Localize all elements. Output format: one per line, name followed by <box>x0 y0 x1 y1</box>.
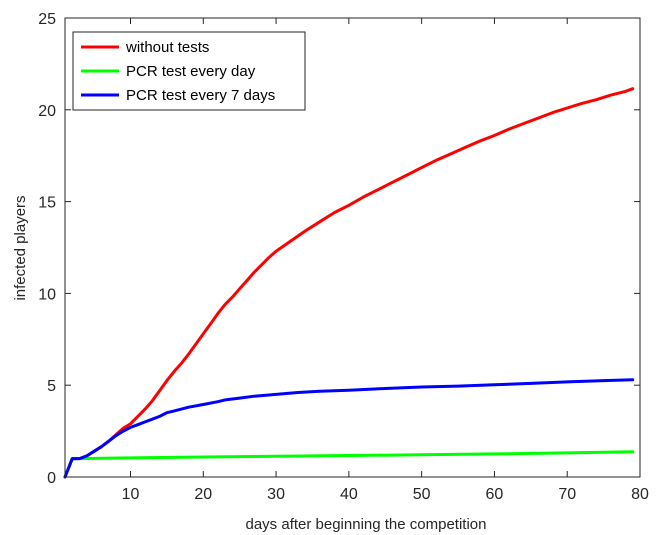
legend-label: without tests <box>125 39 209 56</box>
series-line-1 <box>63 87 635 479</box>
legend: without tests PCR test every day PCR test … <box>72 31 306 111</box>
series-line-3 <box>63 378 635 479</box>
y-tick-label: 20 <box>38 103 56 120</box>
axes: 10 20 30 40 50 60 70 80 0 5 10 15 20 25 <box>38 11 649 503</box>
y-axis-label: infected players <box>12 195 29 300</box>
y-tick-label: 15 <box>38 195 56 212</box>
plot-area <box>63 87 635 479</box>
x-tick-label: 10 <box>122 486 140 503</box>
y-tick-label: 10 <box>38 286 56 303</box>
x-axis-label: days after beginning the competition <box>246 516 487 533</box>
legend-label: PCR test every day <box>126 63 256 80</box>
x-tick-label: 30 <box>267 486 285 503</box>
x-tick-label: 20 <box>194 486 212 503</box>
x-tick-label: 50 <box>413 486 431 503</box>
x-tick-label: 60 <box>486 486 504 503</box>
y-tick-label: 0 <box>47 470 56 487</box>
x-tick-label: 80 <box>631 486 649 503</box>
y-tick-label: 25 <box>38 11 56 28</box>
y-tick-label: 5 <box>47 378 56 395</box>
x-tick-label: 70 <box>558 486 576 503</box>
axes-box <box>64 17 641 478</box>
x-tick-label: 40 <box>340 486 358 503</box>
legend-label: PCR test every 7 days <box>126 87 275 104</box>
